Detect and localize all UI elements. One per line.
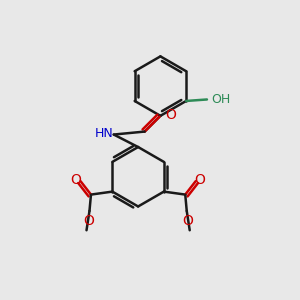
Text: HN: HN [94, 127, 113, 140]
Text: O: O [165, 108, 176, 122]
Text: O: O [182, 214, 193, 229]
Text: OH: OH [212, 93, 231, 106]
Text: O: O [83, 214, 94, 229]
Text: O: O [71, 173, 82, 187]
Text: O: O [195, 173, 206, 187]
